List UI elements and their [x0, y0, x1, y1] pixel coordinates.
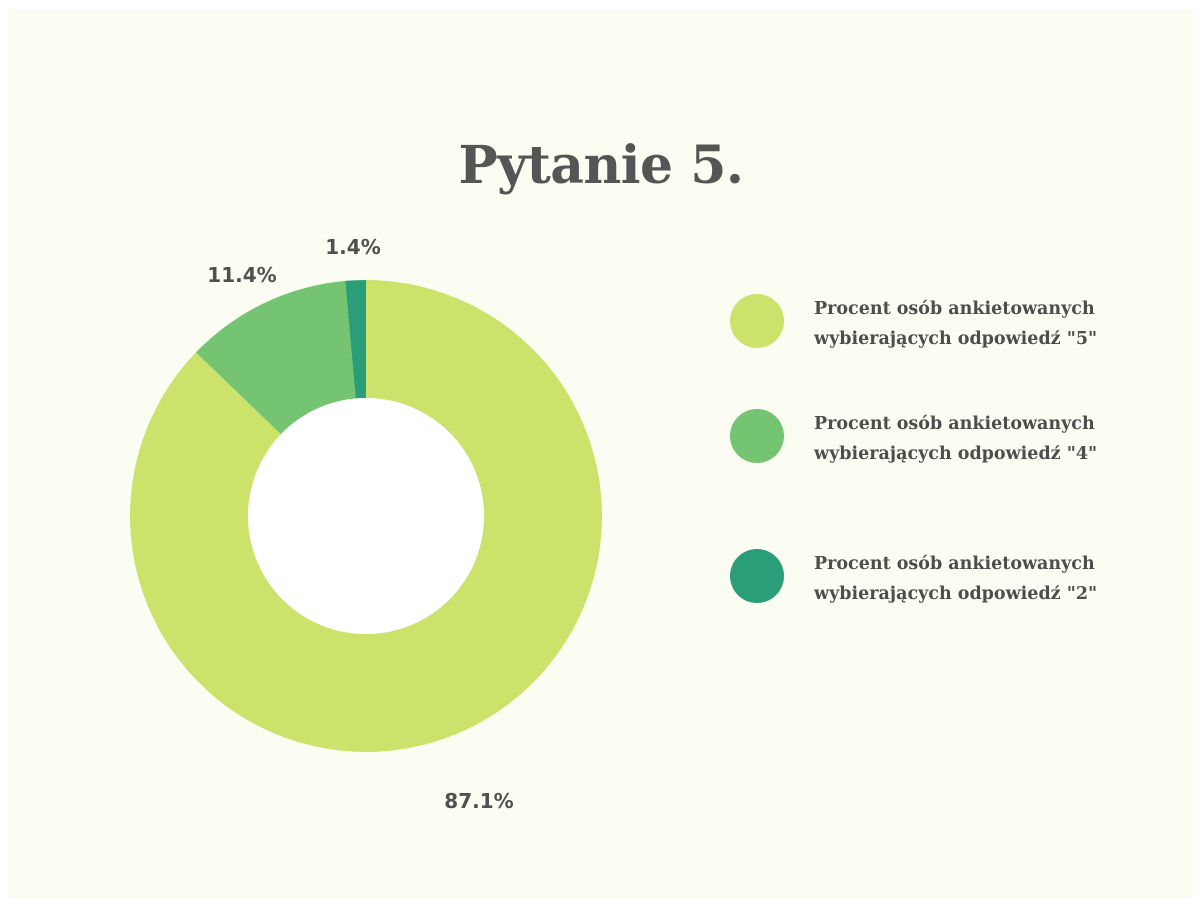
legend-swatch-2	[730, 549, 784, 603]
legend-label-2: Procent osób ankietowanych wybierających …	[814, 554, 1098, 604]
donut-slices	[129, 280, 602, 752]
data-label-1: 87.1%	[444, 789, 513, 813]
legend-label-5: Procent osób ankietowanych wybierających …	[814, 299, 1098, 349]
donut-hole	[248, 398, 484, 634]
data-label-3: 1.4%	[325, 235, 380, 259]
donut-slice-3	[345, 280, 366, 399]
donut-slice-1	[129, 280, 602, 752]
legend-swatch-4	[730, 409, 784, 463]
legend-label-4: Procent osób ankietowanych wybierających …	[814, 414, 1098, 464]
legend-swatch-5	[730, 294, 784, 348]
data-label-2: 11.4%	[207, 263, 276, 287]
data-labels: 87.1% 11.4% 1.4%	[207, 235, 513, 813]
donut-slice-2	[195, 280, 356, 435]
chart-title: Pytanie 5.	[458, 135, 744, 196]
